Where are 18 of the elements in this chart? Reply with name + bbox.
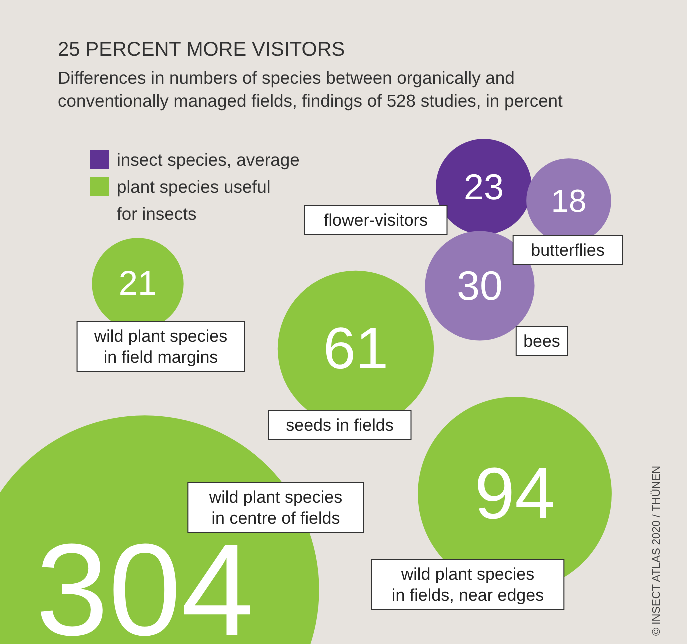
category-label: wild plant species in centre of fields	[208, 488, 343, 528]
text: © INSECT ATLAS 2020 / THÜNEN	[650, 466, 663, 636]
category-label: bees	[524, 332, 560, 351]
legend-label: insect species, average	[117, 150, 300, 170]
data-label: 21	[118, 265, 158, 303]
text: Differences in numbers of species between organically and conventionally managed fields, findings of 528 studies, in percent	[58, 68, 564, 111]
category-label: wild plant species in fields, near edges	[392, 565, 544, 605]
legend-label: plant species useful for insects	[117, 177, 271, 224]
data-label: 23	[464, 166, 504, 208]
data-label: 61	[323, 316, 389, 382]
category-label: butterflies	[531, 241, 605, 260]
data-label: 18	[551, 183, 587, 219]
category-label: wild plant species in field margins	[93, 327, 228, 367]
category-label: flower-visitors	[324, 211, 428, 230]
category-label: seeds in fields	[286, 416, 394, 435]
data-label: 94	[474, 454, 556, 534]
data-label: 30	[457, 263, 503, 309]
text: 25 PERCENT MORE VISITORS	[58, 39, 346, 61]
